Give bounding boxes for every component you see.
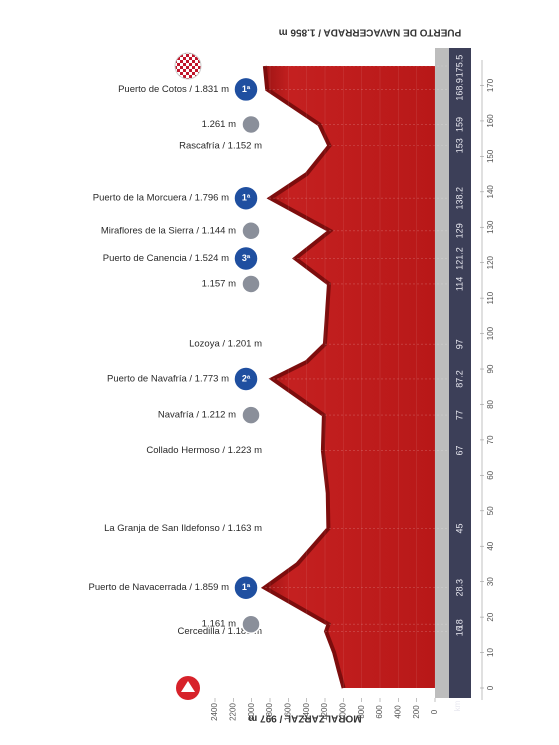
- y-tick-label: 1200: [320, 703, 329, 721]
- waypoint-label: La Granja de San Ildefonso / 1.163 m: [104, 523, 262, 534]
- x-tick-label: 160: [486, 114, 495, 128]
- point-icon: [241, 405, 261, 425]
- waypoint-km: 138.2: [454, 187, 464, 210]
- y-tick-label: 2200: [228, 703, 237, 721]
- y-tick-label: 1800: [265, 703, 274, 721]
- waypoint-km: 77: [454, 410, 464, 420]
- x-tick-label: 120: [486, 255, 495, 269]
- waypoint-label: Cercedilla / 1.189 m: [178, 626, 263, 637]
- km-band: [449, 48, 471, 698]
- waypoint-label: Lozoya / 1.201 m: [189, 339, 262, 350]
- waypoint-km: 28.3: [454, 579, 464, 597]
- x-axis-label: km: [453, 700, 462, 711]
- climb-icon: [233, 185, 259, 211]
- x-tick-label: 110: [486, 291, 495, 304]
- waypoint-label: Puerto de Canencia / 1.524 m: [103, 253, 229, 264]
- waypoint-km: 168.9: [454, 78, 464, 101]
- x-tick-label: 140: [486, 185, 495, 199]
- climb-category: 1ª: [242, 582, 251, 592]
- x-tick-label: 90: [486, 364, 495, 373]
- point-icon: [241, 114, 261, 135]
- waypoint-km: 159: [454, 117, 464, 132]
- waypoint-label: Puerto de la Morcuera / 1.796 m: [93, 193, 229, 204]
- waypoint-km: 16: [454, 626, 464, 636]
- y-tick-label: 200: [412, 705, 421, 719]
- waypoint-label: Puerto de Navafría / 1.773 m: [107, 373, 229, 384]
- x-tick-label: 50: [486, 506, 495, 515]
- waypoint-label: 1.261 m: [202, 119, 236, 130]
- climb-category: 2ª: [242, 373, 251, 383]
- finish-icon: [174, 52, 202, 80]
- y-tick-label: 0: [430, 709, 439, 714]
- y-tick-label: 800: [357, 705, 366, 719]
- y-tick-label: 1400: [302, 703, 311, 721]
- x-tick-label: 0: [486, 685, 495, 690]
- point-icon: [241, 614, 261, 634]
- y-tick-label: 2000: [247, 703, 256, 721]
- x-tick-label: 130: [486, 220, 495, 234]
- waypoint-label: 1.157 m: [202, 278, 236, 289]
- waypoint-label: Puerto de Cotos / 1.831 m: [118, 84, 229, 95]
- x-tick-label: 10: [486, 648, 495, 657]
- waypoint-label: Navafría / 1.212 m: [158, 410, 236, 421]
- x-tick-label: 40: [486, 541, 495, 550]
- x-tick-label: 150: [486, 149, 495, 163]
- x-tick-label: 80: [486, 399, 495, 408]
- x-tick-label: 20: [486, 612, 495, 621]
- x-tick-label: 100: [486, 326, 495, 340]
- base-band: [435, 48, 449, 698]
- x-tick-label: 30: [486, 577, 495, 586]
- profile-line: [260, 65, 346, 689]
- waypoint-km: 87.2: [454, 370, 464, 388]
- climb-category: 1ª: [242, 84, 251, 94]
- waypoint-km: 121.2: [454, 247, 464, 270]
- x-tick-label: 70: [486, 435, 495, 444]
- waypoint-km: 114: [454, 277, 464, 291]
- y-tick-label: 1600: [283, 703, 292, 721]
- y-tick-label: 400: [393, 705, 402, 719]
- waypoint-label: 1.161 m: [202, 619, 236, 630]
- waypoint-label: Rascafría / 1.152 m: [179, 140, 262, 151]
- waypoint-label: Puerto de Navacerrada / 1.859 m: [89, 582, 230, 593]
- profile-area: [264, 66, 435, 688]
- waypoint-km: 18: [454, 619, 464, 629]
- y-tick-label: 1000: [338, 703, 347, 721]
- y-tick-label: 2400: [210, 703, 219, 721]
- waypoint-km: 175.5: [454, 55, 464, 78]
- climb-category: 3ª: [242, 253, 251, 263]
- climb-icon: [233, 574, 259, 601]
- waypoint-km: 153: [454, 138, 464, 153]
- point-icon: [241, 274, 261, 294]
- waypoint-label: Collado Hermoso / 1.223 m: [146, 445, 262, 456]
- x-tick-label: 170: [486, 78, 495, 92]
- waypoint-label: Miraflores de la Sierra / 1.144 m: [101, 225, 236, 236]
- start-title: MORALZARZAL / 997 m: [248, 712, 361, 723]
- point-icon: [241, 221, 261, 241]
- climb-icon: [233, 366, 259, 392]
- waypoint-km: 45: [454, 524, 464, 534]
- climb-icon: [233, 245, 259, 272]
- end-title: PUERTO DE NAVACERRADA / 1.856 m: [279, 26, 462, 37]
- y-tick-label: 600: [375, 705, 384, 719]
- climb-category: 1ª: [242, 193, 251, 203]
- start-icon: [174, 674, 202, 702]
- waypoint-km: 129: [454, 223, 464, 238]
- climb-icon: [233, 76, 259, 103]
- waypoint-km: 97: [454, 339, 464, 349]
- x-tick-label: 60: [486, 470, 495, 479]
- waypoint-km: 67: [454, 446, 464, 456]
